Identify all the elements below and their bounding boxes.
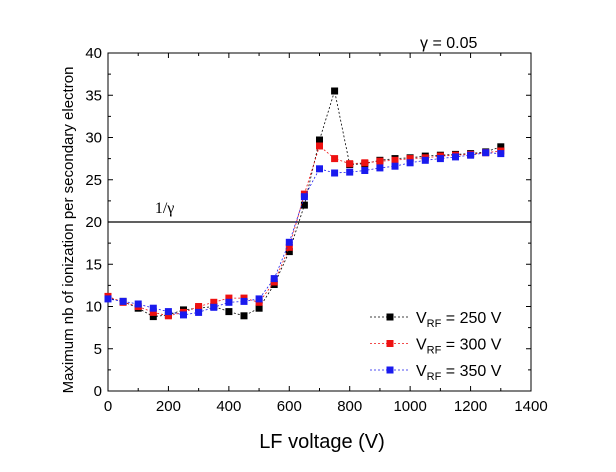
y-tick-label: 25 xyxy=(85,172,102,189)
data-point xyxy=(195,308,203,316)
reference-line-label: 1/γ xyxy=(155,200,175,217)
axis-ticks xyxy=(107,52,532,392)
data-point xyxy=(452,153,459,161)
data-point xyxy=(300,193,308,201)
legend-item: VRF = 350 V xyxy=(370,363,502,383)
legend-marker xyxy=(386,340,394,347)
y-axis-title: Maximum nb of ionization per secondary e… xyxy=(60,67,77,394)
data-point xyxy=(225,308,233,316)
series-line xyxy=(107,145,501,317)
data-point xyxy=(300,201,308,209)
data-point xyxy=(195,303,203,310)
data-point xyxy=(285,238,293,246)
y-tick-label: 30 xyxy=(85,130,102,147)
tick-labels: 0 200 400 600 800 1000 1200 1400 0 5 10 15 20 25 30 35 4… xyxy=(85,45,547,415)
y-tick-label: 35 xyxy=(85,87,102,104)
y-tick-label: 0 xyxy=(94,383,102,400)
data-point xyxy=(225,294,233,302)
data-point xyxy=(255,304,263,312)
data-point xyxy=(210,298,218,306)
legend-label: VRF = 350 V xyxy=(416,363,502,383)
y-tick-label: 20 xyxy=(85,214,102,231)
series-2 xyxy=(104,149,505,319)
y-tick-label: 40 xyxy=(85,45,102,62)
y-tick-label: 15 xyxy=(85,256,102,273)
data-point xyxy=(316,136,323,144)
data-point xyxy=(270,275,278,283)
data-point xyxy=(376,157,384,165)
x-tick-label: 1000 xyxy=(393,398,426,415)
data-point xyxy=(240,297,248,305)
legend-label: VRF = 300 V xyxy=(416,337,502,357)
data-point xyxy=(406,159,414,167)
x-tick-label: 600 xyxy=(277,398,302,415)
series-layer xyxy=(104,87,505,321)
series-1 xyxy=(104,142,505,320)
x-tick-label: 800 xyxy=(337,398,362,415)
x-tick-label: 0 xyxy=(104,398,112,415)
data-point xyxy=(467,151,475,159)
data-point xyxy=(164,308,172,316)
data-point xyxy=(406,155,414,163)
data-point xyxy=(240,312,248,320)
series-line xyxy=(107,152,501,316)
data-point xyxy=(331,87,339,95)
data-point xyxy=(436,155,444,163)
data-point xyxy=(346,168,354,176)
data-point xyxy=(119,297,127,305)
data-point xyxy=(482,149,490,157)
data-point xyxy=(497,143,505,151)
data-point xyxy=(376,164,384,172)
legend-marker xyxy=(386,313,394,321)
data-point xyxy=(180,311,187,319)
legend-item: VRF = 300 V xyxy=(370,337,502,357)
data-point xyxy=(331,155,339,163)
data-point xyxy=(316,165,323,173)
data-point xyxy=(225,298,233,306)
data-point xyxy=(104,295,112,303)
data-point xyxy=(361,159,369,167)
data-point xyxy=(149,313,157,321)
data-point xyxy=(391,156,399,164)
data-point xyxy=(331,169,339,177)
data-point xyxy=(210,303,218,311)
data-point xyxy=(361,167,369,174)
data-point xyxy=(149,304,157,312)
legend-item: VRF = 250 V xyxy=(370,310,502,330)
x-tick-label: 1200 xyxy=(454,398,487,415)
data-point xyxy=(346,160,354,168)
data-point xyxy=(285,248,293,256)
data-point xyxy=(134,300,142,308)
data-point xyxy=(421,156,429,164)
data-point xyxy=(391,162,399,170)
data-point xyxy=(149,308,157,316)
y-tick-label: 10 xyxy=(85,299,102,316)
x-tick-label: 200 xyxy=(156,398,181,415)
reference-line-group: 1/γ xyxy=(108,200,531,223)
data-point xyxy=(497,150,505,158)
data-point xyxy=(255,295,263,303)
x-tick-label: 1400 xyxy=(514,398,547,415)
y-tick-label: 5 xyxy=(94,341,102,358)
data-point xyxy=(164,312,172,320)
legend: VRF = 250 V VRF = 300 V VRF = 350 V xyxy=(370,310,502,383)
data-point xyxy=(316,142,323,150)
gamma-annotation: γ = 0.05 xyxy=(420,35,477,52)
x-axis-title: LF voltage (V) xyxy=(259,431,385,453)
legend-label: VRF = 250 V xyxy=(416,310,502,330)
x-tick-label: 400 xyxy=(216,398,241,415)
legend-marker xyxy=(386,366,394,374)
data-point xyxy=(285,243,293,251)
